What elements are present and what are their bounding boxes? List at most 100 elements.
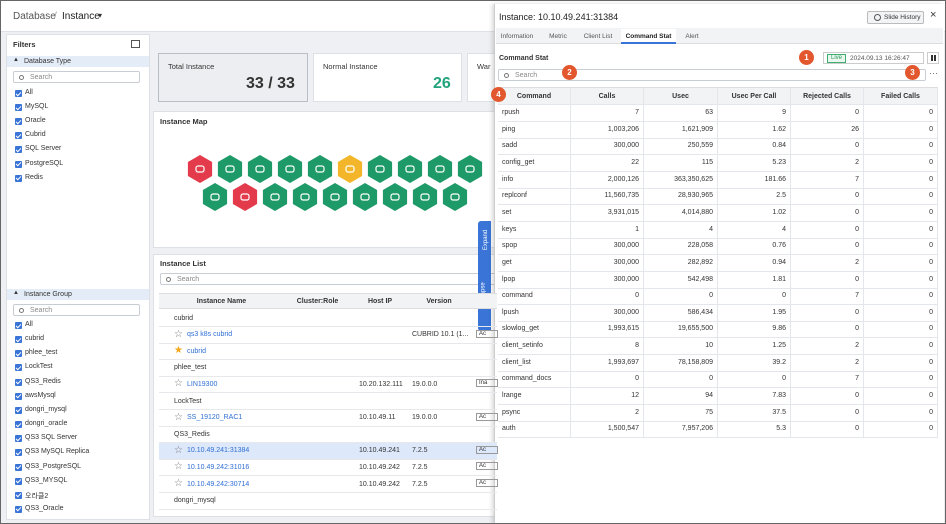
- dropdown-caret[interactable]: ▾: [98, 11, 103, 20]
- instance-hex[interactable]: [232, 183, 258, 211]
- checkbox[interactable]: [15, 435, 22, 443]
- checkbox[interactable]: [15, 505, 22, 513]
- checkbox[interactable]: [15, 477, 22, 485]
- instance-hex[interactable]: [307, 155, 333, 183]
- instance-hex[interactable]: [352, 183, 378, 211]
- collapse-icon[interactable]: [131, 40, 140, 48]
- search-box[interactable]: Search: [13, 304, 140, 316]
- instance-hex[interactable]: [412, 183, 438, 211]
- checkbox[interactable]: [15, 322, 22, 329]
- pause-icon: [931, 55, 933, 61]
- instance-name[interactable]: cubrid: [187, 347, 207, 355]
- section-header[interactable]: [7, 289, 149, 300]
- hex-map: [187, 155, 483, 211]
- row-border: [159, 458, 497, 460]
- section-header[interactable]: [7, 56, 149, 67]
- checkbox[interactable]: [15, 350, 22, 358]
- checkbox[interactable]: [15, 364, 22, 372]
- column-header[interactable]: Command: [498, 87, 571, 105]
- instance-hex[interactable]: [292, 183, 318, 211]
- summary-card[interactable]: [158, 53, 308, 102]
- column-header[interactable]: Usec Per Call: [718, 87, 791, 105]
- search-box[interactable]: Search: [160, 273, 500, 285]
- instance-name[interactable]: qs3 k8s cubrid: [187, 331, 233, 339]
- favorite-star[interactable]: ☆: [174, 378, 183, 390]
- favorite-star[interactable]: ☆: [174, 411, 183, 423]
- checkbox[interactable]: [15, 146, 22, 154]
- checkbox[interactable]: [15, 118, 22, 126]
- instance-name[interactable]: 10.10.49.242:30714: [187, 480, 250, 488]
- instance-hex[interactable]: [322, 183, 348, 211]
- instance-hex[interactable]: [427, 155, 453, 183]
- favorite-star[interactable]: ☆: [174, 478, 183, 489]
- instance-hex[interactable]: [442, 183, 468, 211]
- row-border: [159, 409, 497, 410]
- number-cell: 1.81: [718, 271, 791, 289]
- instance-hex[interactable]: [247, 155, 273, 183]
- favorite-star[interactable]: ☆: [174, 461, 183, 473]
- column-header[interactable]: Calls: [571, 87, 644, 105]
- search-box[interactable]: Search: [13, 71, 140, 83]
- instance-name[interactable]: LIN19300: [187, 380, 218, 388]
- expand-tab[interactable]: Expand: [483, 229, 490, 251]
- section-title: Instance Group: [24, 291, 72, 298]
- checkbox[interactable]: [15, 104, 22, 112]
- number-cell: 1,993,615: [571, 321, 644, 339]
- instance-hex[interactable]: [262, 183, 288, 211]
- checkbox[interactable]: [15, 174, 22, 182]
- pause-button[interactable]: [927, 52, 939, 64]
- number-cell: 181.66: [718, 171, 791, 189]
- favorite-star[interactable]: ☆: [174, 444, 183, 456]
- close-button[interactable]: ×: [930, 9, 937, 21]
- instance-name[interactable]: SS_19120_RAC1: [187, 414, 243, 422]
- hex-icon: [300, 193, 310, 201]
- hex-icon: [420, 193, 430, 201]
- column-header[interactable]: Rejected Calls: [791, 87, 864, 105]
- command-cell: ping: [498, 121, 571, 139]
- instance-hex[interactable]: [217, 155, 243, 183]
- column-header[interactable]: Failed Calls: [864, 87, 938, 105]
- checkbox[interactable]: [15, 378, 22, 386]
- slide-history-label: Slide History: [884, 14, 921, 21]
- favorite-star[interactable]: ★: [174, 345, 183, 357]
- checkbox[interactable]: [15, 336, 22, 344]
- checkbox[interactable]: [15, 449, 22, 457]
- summary-card[interactable]: [313, 53, 462, 102]
- instance-hex[interactable]: [367, 155, 393, 183]
- checkbox[interactable]: [15, 90, 22, 97]
- checkbox[interactable]: [15, 406, 22, 414]
- instance-hex[interactable]: [202, 183, 228, 211]
- instance-hex[interactable]: [382, 183, 408, 211]
- search-box[interactable]: Search: [498, 69, 926, 81]
- checkbox[interactable]: [15, 392, 22, 400]
- checkbox[interactable]: [15, 463, 22, 471]
- tab[interactable]: Alert: [685, 33, 699, 40]
- checkbox[interactable]: [15, 132, 22, 140]
- checkbox[interactable]: [15, 421, 22, 429]
- slide-history-button[interactable]: [867, 11, 924, 24]
- column-header[interactable]: Usec: [644, 87, 718, 105]
- instance-hex[interactable]: [187, 155, 213, 183]
- instance-hex[interactable]: [457, 155, 483, 183]
- filter-item: dongri_mysql: [25, 405, 67, 413]
- breadcrumb-current[interactable]: Instance: [62, 11, 100, 22]
- number-cell: 0: [864, 204, 938, 222]
- breadcrumb-root[interactable]: Database: [13, 11, 56, 22]
- instance-name[interactable]: 10.10.49.242:31016: [187, 463, 250, 471]
- tab[interactable]: Command Stat: [625, 33, 672, 40]
- tab[interactable]: Client List: [583, 33, 613, 40]
- favorite-star[interactable]: ☆: [174, 328, 183, 340]
- hex-icon: [270, 193, 280, 201]
- instance-name[interactable]: 10.10.49.241:31384: [187, 447, 250, 455]
- row-border: [159, 475, 497, 477]
- instance-hex[interactable]: [277, 155, 303, 183]
- number-cell: 1.02: [718, 204, 791, 222]
- tab[interactable]: Information: [500, 33, 534, 40]
- more-button[interactable]: ···: [929, 68, 938, 78]
- tab[interactable]: Metric: [549, 33, 567, 40]
- checkbox[interactable]: [15, 160, 22, 168]
- checkbox[interactable]: [15, 491, 22, 499]
- instance-hex[interactable]: [397, 155, 423, 183]
- filter-item: QS3_Redis: [25, 377, 61, 385]
- instance-hex[interactable]: [337, 155, 363, 183]
